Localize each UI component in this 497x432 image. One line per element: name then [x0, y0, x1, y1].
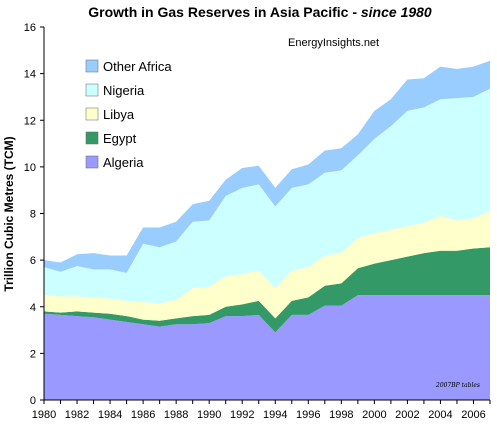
legend-label: Other Africa [103, 59, 172, 74]
area-libya [44, 211, 490, 321]
y-tick-label: 2 [30, 348, 36, 360]
x-tick-label: 1988 [164, 409, 188, 421]
area-egypt [44, 247, 490, 333]
stacked-areas [44, 60, 490, 400]
x-tick-label: 1996 [296, 409, 320, 421]
x-tick-label: 1984 [98, 409, 122, 421]
legend-swatch [85, 59, 99, 73]
x-axis-ticks: 1980 1982 1984 1986 1988 1990 1992 1994 1996 1998… [32, 400, 491, 421]
x-tick-label: 1990 [197, 409, 221, 421]
area-nigeria [44, 88, 490, 304]
x-tick-label: 2002 [395, 409, 419, 421]
source-note: 2007BP tables [435, 382, 480, 389]
y-tick-label: 12 [24, 115, 36, 127]
area-algeria [44, 295, 490, 400]
x-tick-label: 2004 [428, 409, 452, 421]
x-tick-label: 2006 [461, 409, 485, 421]
x-tick-label: 2000 [362, 409, 386, 421]
legend-swatch [85, 131, 99, 145]
y-tick-label: 10 [24, 162, 36, 174]
chart-title-main: Growth in Gas Reserves in Asia Pacific - [88, 4, 361, 20]
legend-label: Libya [103, 107, 135, 122]
area-other-africa [44, 60, 490, 273]
chart-title: Growth in Gas Reserves in Asia Pacific -… [88, 4, 432, 20]
x-tick-label: 1994 [263, 409, 287, 421]
legend-label: Egypt [103, 131, 137, 146]
legend: Other Africa Nigeria Libya Egypt Algeria [85, 59, 172, 170]
y-tick-label: 4 [30, 302, 36, 314]
y-tick-label: 16 [24, 22, 36, 34]
legend-swatch [85, 155, 99, 169]
x-tick-label: 1982 [65, 409, 89, 421]
legend-label: Algeria [103, 155, 144, 170]
y-tick-label: 14 [24, 69, 36, 81]
x-tick-label: 1998 [329, 409, 353, 421]
x-tick-label: 1980 [32, 409, 56, 421]
chart-title-emphasis: since 1980 [361, 4, 432, 20]
legend-label: Nigeria [103, 83, 145, 98]
legend-swatch [85, 83, 99, 97]
x-tick-label: 1986 [131, 409, 155, 421]
x-tick-label: 1992 [230, 409, 254, 421]
y-axis-ticks: 0 2 4 6 8 10 12 14 16 [24, 22, 44, 407]
y-tick-label: 6 [30, 255, 36, 267]
watermark-label: EnergyInsights.net [288, 37, 379, 49]
y-tick-label: 8 [30, 209, 36, 221]
legend-swatch [85, 107, 99, 121]
y-tick-label: 0 [30, 395, 36, 407]
y-axis-label: Trillion Cubic Metres (TCM) [2, 136, 16, 291]
